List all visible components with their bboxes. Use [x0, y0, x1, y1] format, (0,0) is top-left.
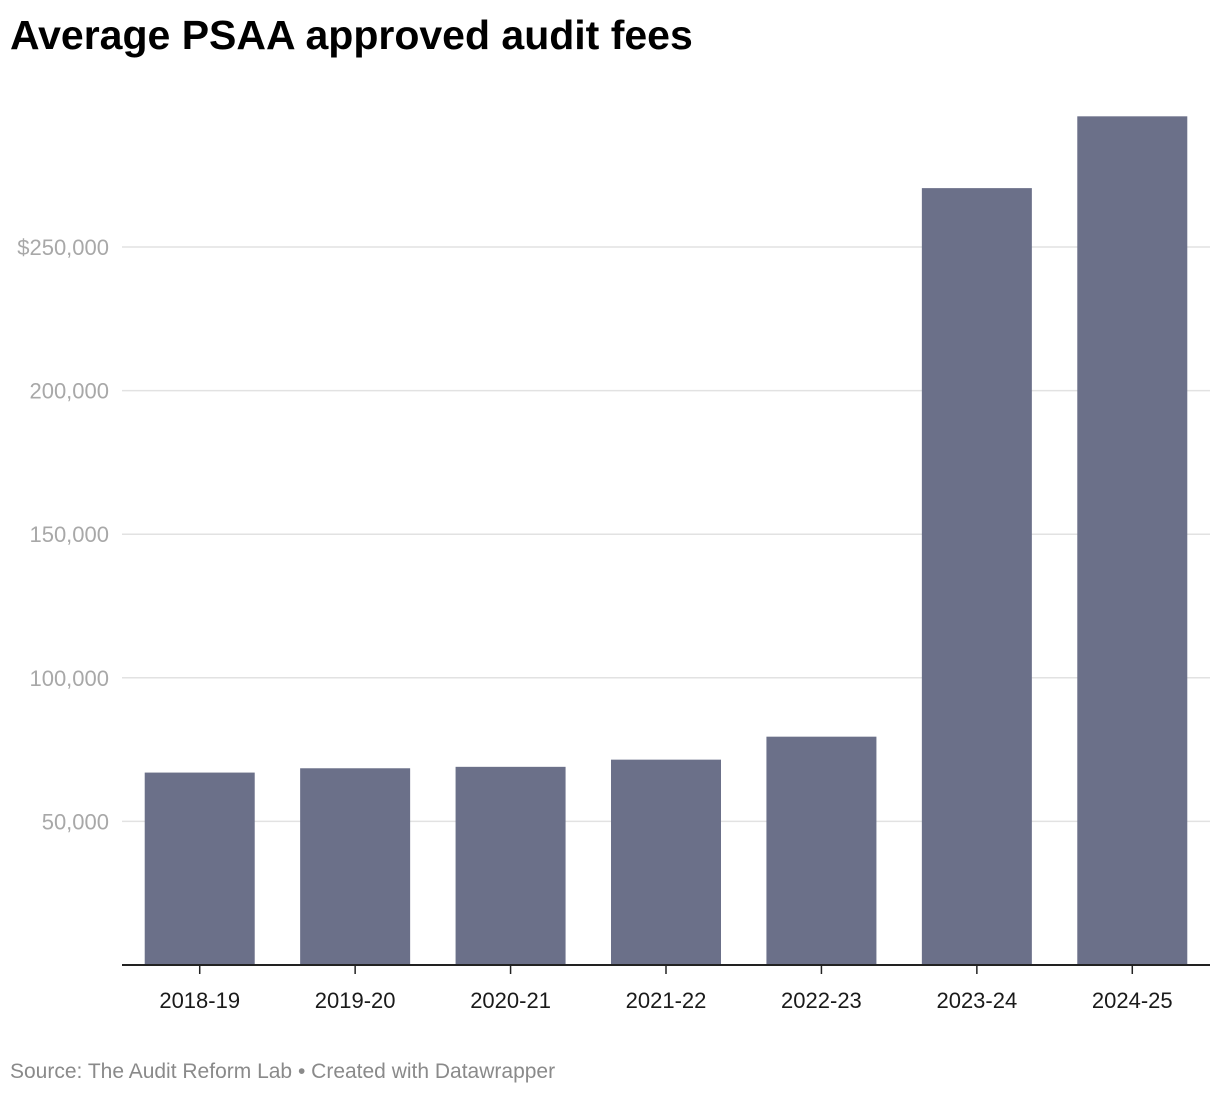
x-tick-label: 2024-25	[1092, 988, 1173, 1013]
footer-credits: Source: The Audit Reform Lab • Created w…	[10, 1058, 555, 1086]
gridlines	[122, 246, 1210, 823]
bar-2018-19	[144, 772, 255, 965]
y-tick-label: $250,000	[17, 235, 109, 260]
bar-2021-22	[611, 759, 721, 965]
x-tick-label: 2018-19	[159, 988, 240, 1013]
bar-2020-21	[455, 766, 566, 965]
bar-2022-23	[766, 736, 877, 965]
credit-text: Created with Datawrapper	[311, 1060, 556, 1083]
y-tick-label: 100,000	[29, 666, 109, 691]
x-tick-label: 2020-21	[470, 988, 551, 1013]
footer-separator: •	[297, 1060, 306, 1083]
bars	[144, 116, 1188, 966]
x-tick-label: 2021-22	[626, 988, 707, 1013]
y-tick-label: 150,000	[29, 522, 109, 547]
y-tick-label: 200,000	[29, 379, 109, 404]
source-text: Source: The Audit Reform Lab	[10, 1060, 293, 1083]
x-tick-label: 2022-23	[781, 988, 862, 1013]
bar-2023-24	[921, 188, 1032, 965]
x-axis-ticks: 2018-19 2019-20 2020-21 2021-22 2022-23 2023-…	[159, 965, 1173, 1013]
y-tick-label: 50,000	[42, 809, 109, 834]
bar-2019-20	[300, 768, 411, 965]
x-tick-label: 2019-20	[315, 988, 396, 1013]
bar-2024-25	[1077, 116, 1188, 966]
x-tick-label: 2023-24	[936, 988, 1017, 1013]
y-axis-tick-labels: 50,000 100,000 150,000 200,000 $250,000	[17, 235, 109, 834]
chart-title: Average PSAA approved audit fees	[10, 12, 693, 58]
